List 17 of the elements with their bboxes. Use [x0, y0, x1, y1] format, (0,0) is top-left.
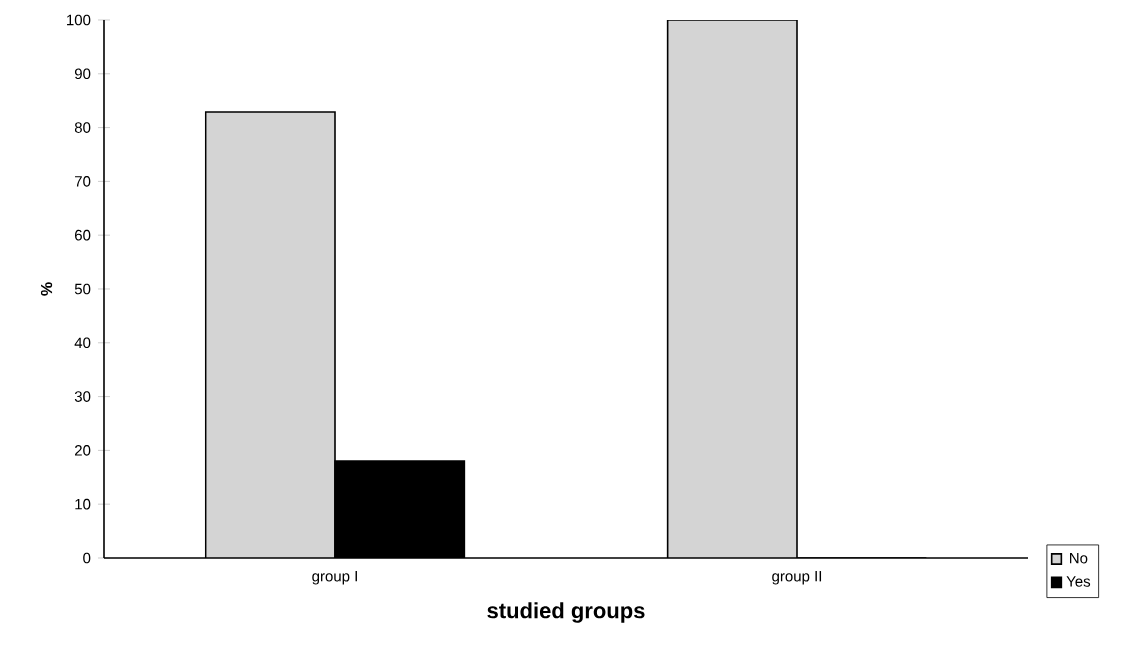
x-tick-label: group I	[312, 571, 357, 585]
y-tick-label: 100	[67, 14, 91, 26]
y-tick-label: 70	[75, 176, 91, 187]
y-tick-label: 80	[74, 122, 91, 133]
y-tick-label: 0	[83, 552, 91, 564]
y-tick-label: 30	[74, 391, 91, 402]
y-tick-label: 60	[75, 229, 91, 241]
y-tick-label: 90	[74, 68, 91, 80]
legend-label: Yes	[1066, 576, 1091, 587]
y-tick-label: 10	[75, 498, 91, 510]
x-tick-label: group II	[772, 571, 822, 585]
x-axis-title: studied groups	[487, 602, 645, 623]
y-tick-label: 20	[75, 445, 91, 456]
y-tick-label: 50	[74, 283, 91, 295]
legend-label: No	[1070, 552, 1088, 564]
y-axis-title: %	[40, 282, 53, 296]
y-tick-label: 40	[74, 337, 91, 349]
